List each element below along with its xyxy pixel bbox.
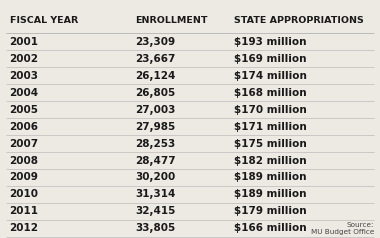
Text: $189 million: $189 million (234, 173, 306, 183)
Text: 30,200: 30,200 (135, 173, 175, 183)
Text: 2002: 2002 (10, 54, 38, 64)
Text: 2009: 2009 (10, 173, 38, 183)
Text: $169 million: $169 million (234, 54, 306, 64)
Text: 2001: 2001 (10, 37, 38, 47)
Text: $182 million: $182 million (234, 155, 306, 165)
Text: 33,805: 33,805 (135, 223, 175, 233)
Text: 2004: 2004 (10, 88, 39, 98)
Text: 2008: 2008 (10, 155, 38, 165)
Text: $168 million: $168 million (234, 88, 306, 98)
Text: 28,253: 28,253 (135, 139, 175, 149)
Text: $166 million: $166 million (234, 223, 306, 233)
Text: 23,667: 23,667 (135, 54, 175, 64)
Text: 32,415: 32,415 (135, 206, 175, 216)
Text: $193 million: $193 million (234, 37, 306, 47)
Text: $171 million: $171 million (234, 122, 306, 132)
Text: 2006: 2006 (10, 122, 38, 132)
Text: 26,805: 26,805 (135, 88, 175, 98)
Text: Source:
MU Budget Office: Source: MU Budget Office (311, 222, 374, 235)
Text: 31,314: 31,314 (135, 189, 175, 199)
Text: 2010: 2010 (10, 189, 38, 199)
Text: STATE APPROPRIATIONS: STATE APPROPRIATIONS (234, 16, 363, 25)
Text: 28,477: 28,477 (135, 155, 176, 165)
Text: FISCAL YEAR: FISCAL YEAR (10, 16, 78, 25)
Text: $170 million: $170 million (234, 105, 306, 115)
Text: $179 million: $179 million (234, 206, 306, 216)
Text: 27,985: 27,985 (135, 122, 175, 132)
Text: 2012: 2012 (10, 223, 38, 233)
Text: 2011: 2011 (10, 206, 38, 216)
Text: 2007: 2007 (10, 139, 39, 149)
Text: 2003: 2003 (10, 71, 38, 81)
Text: 27,003: 27,003 (135, 105, 175, 115)
Text: 2005: 2005 (10, 105, 38, 115)
Text: $175 million: $175 million (234, 139, 306, 149)
Text: $189 million: $189 million (234, 189, 306, 199)
Text: $174 million: $174 million (234, 71, 307, 81)
Text: 26,124: 26,124 (135, 71, 175, 81)
Text: ENROLLMENT: ENROLLMENT (135, 16, 207, 25)
Text: 23,309: 23,309 (135, 37, 175, 47)
